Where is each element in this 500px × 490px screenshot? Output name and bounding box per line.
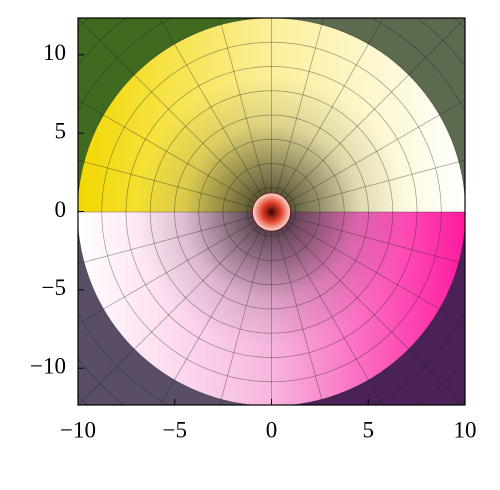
y-tick-label: 5 (55, 118, 67, 143)
x-tick-label: 5 (363, 417, 375, 442)
polar-circle (101, 41, 442, 383)
polar-circle (125, 66, 418, 358)
polar-circle (198, 138, 345, 286)
x-tick-label: −5 (163, 417, 187, 442)
polar-ray (78, 99, 269, 211)
polar-ray (273, 18, 384, 209)
x-tick-label: 10 (454, 417, 477, 442)
polar-circle (149, 90, 394, 334)
y-tick-label: 0 (55, 197, 67, 222)
polar-ray (78, 18, 269, 210)
polar-ray (274, 99, 465, 211)
y-tick-label: −10 (30, 353, 66, 378)
polar-circle (222, 163, 321, 261)
polar-ray (274, 213, 465, 325)
polar-ray (274, 214, 465, 405)
polar-ray (272, 215, 324, 405)
polar-ray (159, 18, 270, 209)
polar-ray (273, 215, 384, 405)
y-tick-label: −5 (42, 275, 66, 300)
polar-ray (274, 18, 465, 210)
polar-ray (78, 159, 268, 212)
polar-ray (275, 212, 465, 265)
polar-ray (159, 215, 270, 405)
polar-ray (78, 212, 268, 265)
y-tick-label: 10 (43, 40, 66, 65)
polar-ray (219, 18, 271, 209)
polar-ray (272, 18, 324, 209)
x-tick-label: 0 (266, 417, 278, 442)
polar-ray (275, 159, 465, 212)
polar-circle (246, 187, 297, 237)
polar-circle (174, 114, 369, 310)
x-tick-label: −10 (60, 417, 96, 442)
center-disc (252, 192, 291, 232)
polar-ray (78, 214, 269, 405)
polar-ray (78, 213, 269, 325)
polar-ray (219, 215, 271, 405)
